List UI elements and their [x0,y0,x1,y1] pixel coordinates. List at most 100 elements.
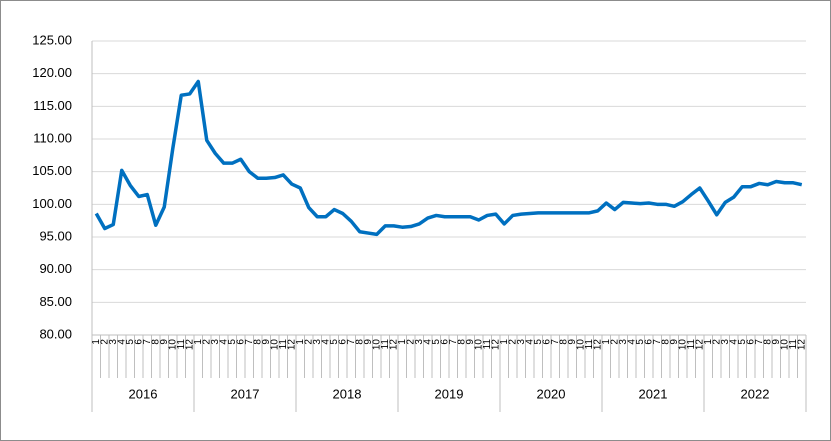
y-tick-label: 115.00 [33,98,72,113]
x-tick-label: 8 [354,339,365,345]
year-label: 2017 [231,386,260,401]
x-tick-label: 12 [490,339,501,351]
x-tick-label: 1 [91,339,102,345]
y-tick-label: 120.00 [32,65,72,80]
x-tick-label: 9 [261,339,272,345]
x-tick-label: 11 [584,339,595,350]
x-tick-label: 3 [108,339,119,345]
x-tick-label: 9 [465,339,476,345]
y-tick-label: 125.00 [32,32,72,47]
x-tick-label: 1 [601,339,612,345]
x-tick-label: 10 [473,339,484,351]
x-tick-label: 12 [286,339,297,351]
y-tick-label: 95.00 [39,228,72,243]
x-tick-label: 5 [635,339,646,345]
y-tick-label: 85.00 [39,294,72,309]
x-tick-label: 12 [592,339,603,351]
x-tick-label: 4 [524,339,535,345]
x-tick-label: 4 [422,339,433,345]
x-tick-label: 7 [142,339,153,345]
y-tick-label: 90.00 [39,261,72,276]
x-tick-label: 6 [643,339,654,345]
x-tick-label: 10 [167,339,178,351]
x-tick-label: 4 [116,339,127,345]
x-tick-label: 2 [201,339,212,345]
x-tick-label: 4 [320,339,331,345]
y-tick-label: 110.00 [33,130,72,145]
x-tick-label: 5 [329,339,340,345]
x-tick-label: 5 [431,339,442,345]
year-label: 2020 [537,386,566,401]
x-tick-label: 8 [762,339,773,345]
x-tick-label: 5 [737,339,748,345]
x-tick-label: 2 [711,339,722,345]
x-tick-label: 7 [346,339,357,345]
x-tick-label: 11 [788,339,799,350]
x-tick-label: 3 [312,339,323,345]
x-tick-label: 4 [626,339,637,345]
x-tick-label: 9 [567,339,578,345]
x-tick-label: 12 [796,339,807,351]
x-tick-label: 2 [303,339,314,345]
x-tick-label: 12 [388,339,399,351]
y-tick-label: 105.00 [32,163,72,178]
x-tick-label: 12 [694,339,705,351]
x-tick-label: 4 [728,339,739,345]
x-tick-label: 10 [371,339,382,351]
y-tick-label: 80.00 [39,326,72,341]
x-tick-label: 1 [193,339,204,345]
x-tick-label: 10 [779,339,790,351]
x-tick-label: 9 [363,339,374,345]
x-tick-label: 11 [176,339,187,350]
year-label: 2022 [741,386,770,401]
x-tick-label: 2 [99,339,110,345]
x-tick-label: 8 [558,339,569,345]
x-tick-label: 6 [337,339,348,345]
x-tick-label: 3 [618,339,629,345]
x-tick-label: 3 [516,339,527,345]
x-tick-label: 1 [397,339,408,345]
x-tick-label: 10 [575,339,586,351]
year-label: 2018 [333,386,362,401]
data-line [94,79,803,237]
x-tick-label: 11 [380,339,391,350]
x-tick-label: 11 [686,339,697,350]
x-tick-label: 11 [482,339,493,350]
x-tick-label: 1 [499,339,510,345]
x-tick-label: 6 [541,339,552,345]
x-tick-label: 9 [771,339,782,345]
x-tick-label: 9 [159,339,170,345]
x-tick-label: 7 [244,339,255,345]
x-tick-label: 2 [507,339,518,345]
x-tick-label: 3 [210,339,221,345]
x-tick-label: 10 [677,339,688,351]
x-tick-label: 8 [660,339,671,345]
x-tick-label: 4 [218,339,229,345]
x-tick-label: 6 [235,339,246,345]
x-tick-label: 2 [609,339,620,345]
x-tick-label: 6 [133,339,144,345]
year-label: 2021 [639,386,668,401]
x-tick-label: 6 [745,339,756,345]
year-label: 2016 [129,386,158,401]
x-tick-label: 7 [550,339,561,345]
y-tick-label: 100.00 [32,196,72,211]
x-tick-label: 10 [269,339,280,351]
x-tick-label: 9 [669,339,680,345]
x-tick-label: 7 [754,339,765,345]
x-tick-label: 8 [150,339,161,345]
x-tick-label: 2 [405,339,416,345]
x-tick-label: 11 [278,339,289,350]
x-tick-label: 1 [295,339,306,345]
x-tick-label: 1 [703,339,714,345]
x-tick-label: 7 [448,339,459,345]
x-tick-label: 3 [720,339,731,345]
x-tick-label: 5 [125,339,136,345]
x-tick-label: 8 [456,339,467,345]
x-tick-label: 12 [184,339,195,351]
x-tick-label: 8 [252,339,263,345]
year-label: 2019 [435,386,464,401]
x-tick-label: 5 [227,339,238,345]
